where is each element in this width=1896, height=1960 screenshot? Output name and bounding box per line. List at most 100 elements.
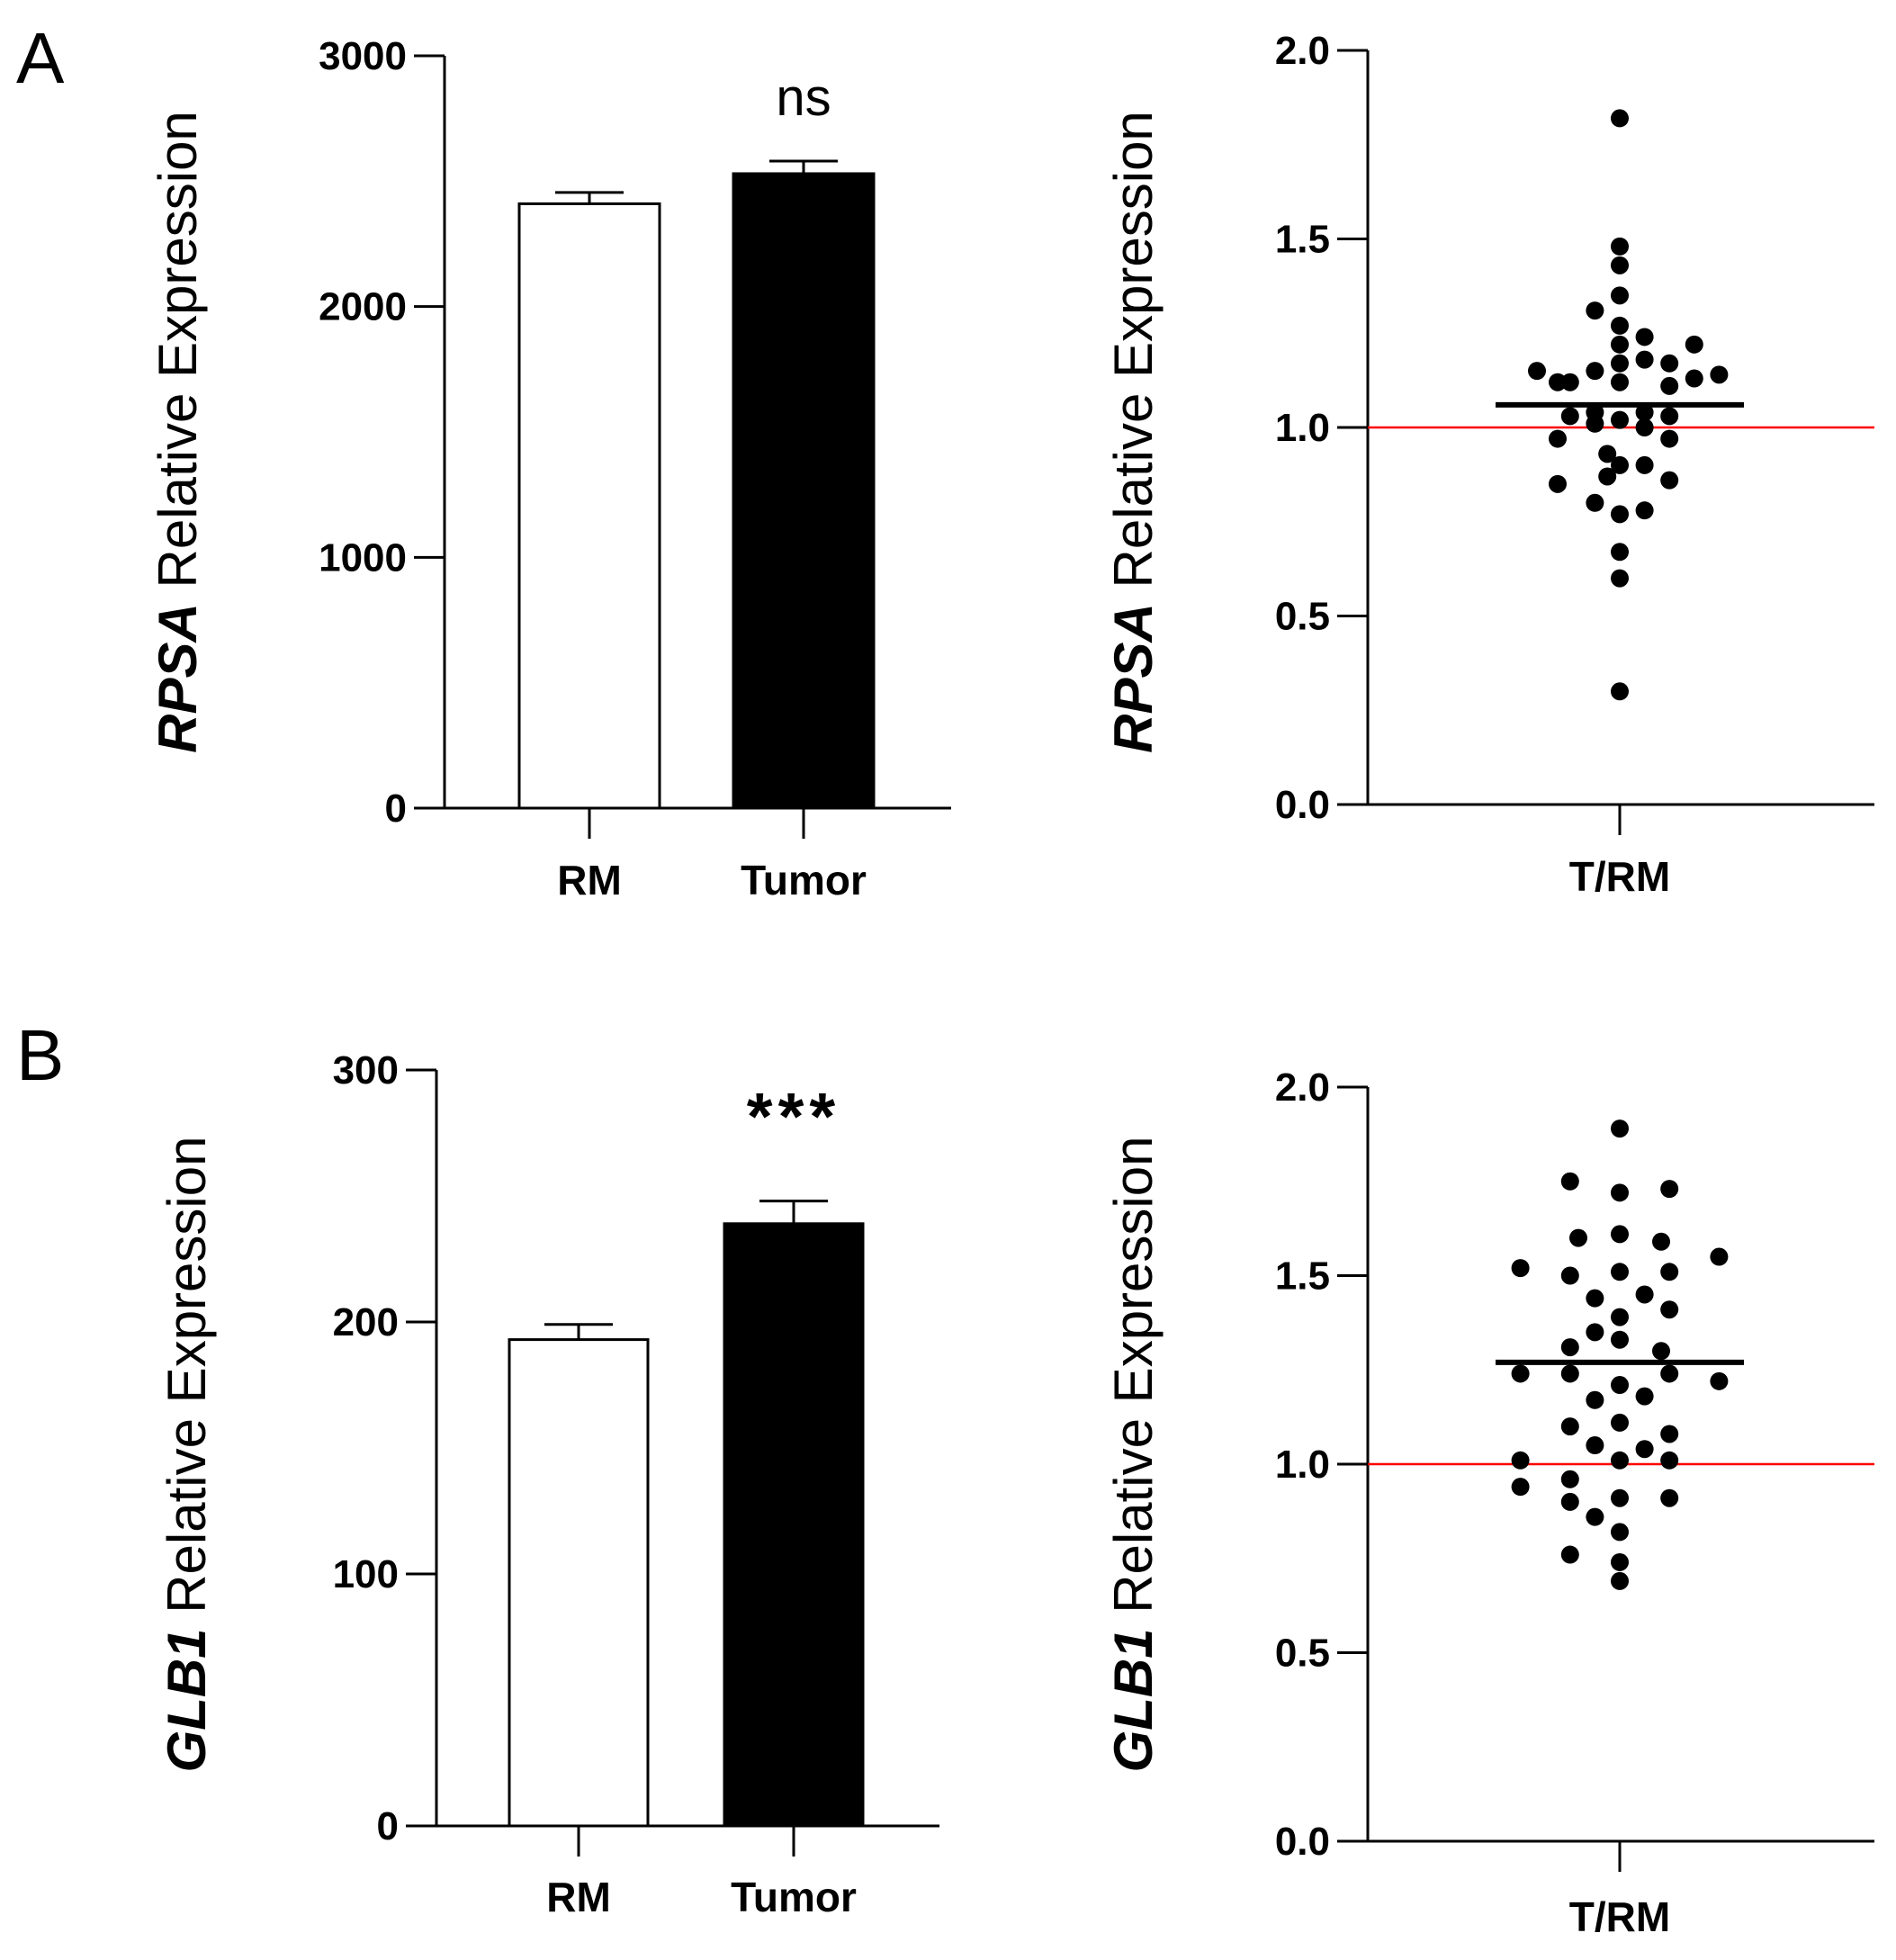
glb1-data-point-15 <box>1660 1300 1679 1319</box>
glb1-y-axis-label-text: Relative Expression <box>1103 1137 1164 1629</box>
rpsa-y-axis-label: RPSA Relative Expression <box>1103 111 1164 753</box>
rpsa-y-axis-label-text: Relative Expression <box>1103 111 1164 603</box>
glb1-ratio-y-tick-label-4: 2.0 <box>1275 1065 1330 1110</box>
rpsa-data-point-2 <box>1611 256 1629 274</box>
glb1-data-point-17 <box>1611 1330 1629 1349</box>
glb1-bar-tumor <box>723 1222 865 1828</box>
glb1-gene-name: GLB1 <box>157 1628 217 1772</box>
glb1-data-point-22 <box>1611 1376 1629 1395</box>
glb1-data-point-26 <box>1635 1387 1654 1406</box>
glb1-data-point-3 <box>1660 1180 1679 1199</box>
rpsa-data-point-9 <box>1560 373 1579 391</box>
glb1-data-point-27 <box>1560 1417 1579 1436</box>
glb1-data-point-24 <box>1710 1371 1729 1390</box>
rpsa-bar-chart: 0 1000 2000 3000 RM Tumor ns RPSA Relative Expr… <box>148 34 951 904</box>
rpsa-data-point-5 <box>1611 316 1629 335</box>
rpsa-data-point-7 <box>1635 328 1654 346</box>
rpsa-data-point-12 <box>1635 350 1654 369</box>
glb1-data-point-43 <box>1611 1552 1629 1571</box>
glb1-data-point-33 <box>1611 1451 1629 1470</box>
rpsa-data-point-3 <box>1586 301 1604 320</box>
glb1-data-point-29 <box>1660 1425 1679 1443</box>
glb1-data-point-30 <box>1586 1436 1604 1455</box>
rpsa-data-point-31 <box>1549 474 1567 493</box>
rpsa-data-point-15 <box>1710 365 1729 384</box>
rpsa-data-point-6 <box>1611 335 1629 354</box>
rpsa-y-tick-label-1: 1000 <box>319 535 407 580</box>
glb1-bar-rm <box>508 1338 650 1828</box>
glb1-data-point-1 <box>1560 1172 1579 1191</box>
glb1-y-axis-label: GLB1 Relative Expression <box>1103 1137 1164 1773</box>
glb1-data-point-37 <box>1560 1492 1579 1511</box>
glb1-y-axis-label: GLB1 Relative Expression <box>157 1137 217 1773</box>
rpsa-y-axis-label: RPSA Relative Expression <box>148 111 208 753</box>
rpsa-data-point-23 <box>1611 410 1629 429</box>
rpsa-data-point-10 <box>1586 362 1604 381</box>
glb1-data-point-0 <box>1611 1119 1629 1138</box>
rpsa-data-point-39 <box>1611 569 1629 588</box>
rpsa-data-point-33 <box>1635 455 1654 474</box>
glb1-x-tick-label-rm: RM <box>546 1874 611 1920</box>
rpsa-x-tick-label-tumor: Tumor <box>741 857 867 904</box>
glb1-data-point-23 <box>1660 1364 1679 1383</box>
glb1-data-point-13 <box>1635 1285 1654 1304</box>
rpsa-data-point-27 <box>1635 418 1654 436</box>
glb1-data-point-6 <box>1652 1232 1670 1251</box>
rpsa-ratio-x-tick-label: T/RM <box>1569 853 1670 900</box>
glb1-data-point-16 <box>1586 1323 1604 1342</box>
rpsa-data-point-18 <box>1660 376 1679 395</box>
rpsa-gene-name: RPSA <box>148 603 208 753</box>
rpsa-data-point-19 <box>1685 369 1703 388</box>
glb1-data-point-41 <box>1611 1523 1629 1542</box>
rpsa-ratio-y-tick-label-3: 1.5 <box>1275 218 1330 262</box>
rpsa-ratio-y-tick-label-2: 1.0 <box>1275 406 1330 450</box>
glb1-data-point-40 <box>1586 1507 1604 1526</box>
glb1-data-point-2 <box>1611 1183 1629 1202</box>
rpsa-data-point-35 <box>1586 493 1604 512</box>
rpsa-data-point-21 <box>1635 403 1654 422</box>
rpsa-ratio-y-tick-label-1: 0.5 <box>1275 595 1330 639</box>
rpsa-data-point-40 <box>1611 682 1629 701</box>
rpsa-data-point-14 <box>1685 335 1703 354</box>
rpsa-data-point-28 <box>1660 429 1679 448</box>
rpsa-data-point-1 <box>1611 237 1629 256</box>
rpsa-data-point-34 <box>1660 471 1679 490</box>
rpsa-data-point-22 <box>1560 407 1579 426</box>
rpsa-data-point-36 <box>1611 505 1629 524</box>
glb1-data-point-8 <box>1560 1266 1579 1285</box>
rpsa-data-point-29 <box>1598 445 1617 463</box>
rpsa-data-point-32 <box>1598 467 1617 486</box>
rpsa-y-tick-label-0: 0 <box>385 787 407 831</box>
panel-letter-a: A <box>16 18 65 98</box>
glb1-data-point-14 <box>1611 1308 1629 1326</box>
glb1-gene-name: GLB1 <box>1103 1628 1164 1772</box>
glb1-data-point-44 <box>1611 1571 1629 1590</box>
rpsa-data-point-25 <box>1549 429 1567 448</box>
glb1-ratio-x-tick-label: T/RM <box>1569 1893 1670 1940</box>
glb1-data-point-4 <box>1569 1228 1587 1247</box>
glb1-significance-label: *** <box>747 1079 840 1154</box>
rpsa-ratio-scatter: 0.0 0.5 1.0 1.5 2.0 T/RM RPSA Relative Express… <box>1103 29 1874 900</box>
glb1-data-point-11 <box>1710 1247 1729 1266</box>
glb1-ratio-y-tick-label-3: 1.5 <box>1275 1254 1330 1299</box>
rpsa-gene-name: RPSA <box>1103 603 1164 753</box>
rpsa-ratio-y-tick-label-4: 2.0 <box>1275 29 1330 73</box>
glb1-data-point-28 <box>1611 1413 1629 1432</box>
panel-letter-b: B <box>16 1015 64 1095</box>
glb1-x-tick-label-tumor: Tumor <box>731 1874 857 1920</box>
glb1-data-point-32 <box>1511 1451 1530 1470</box>
glb1-data-point-7 <box>1511 1259 1530 1278</box>
rpsa-y-axis-label-text: Relative Expression <box>148 111 208 603</box>
glb1-ratio-scatter: 0.0 0.5 1.0 1.5 2.0 T/RM GLB1 Relative Express… <box>1103 1065 1874 1940</box>
rpsa-y-tick-label-2: 2000 <box>319 285 407 329</box>
glb1-y-tick-label-2: 200 <box>333 1300 399 1344</box>
rpsa-data-point-13 <box>1660 354 1679 373</box>
glb1-data-point-25 <box>1586 1390 1604 1409</box>
glb1-data-point-38 <box>1611 1488 1629 1507</box>
rpsa-data-point-11 <box>1611 354 1629 373</box>
rpsa-data-point-38 <box>1611 543 1629 562</box>
rpsa-data-point-8 <box>1528 362 1546 381</box>
glb1-data-point-34 <box>1660 1451 1679 1470</box>
glb1-y-tick-label-1: 100 <box>333 1552 399 1596</box>
